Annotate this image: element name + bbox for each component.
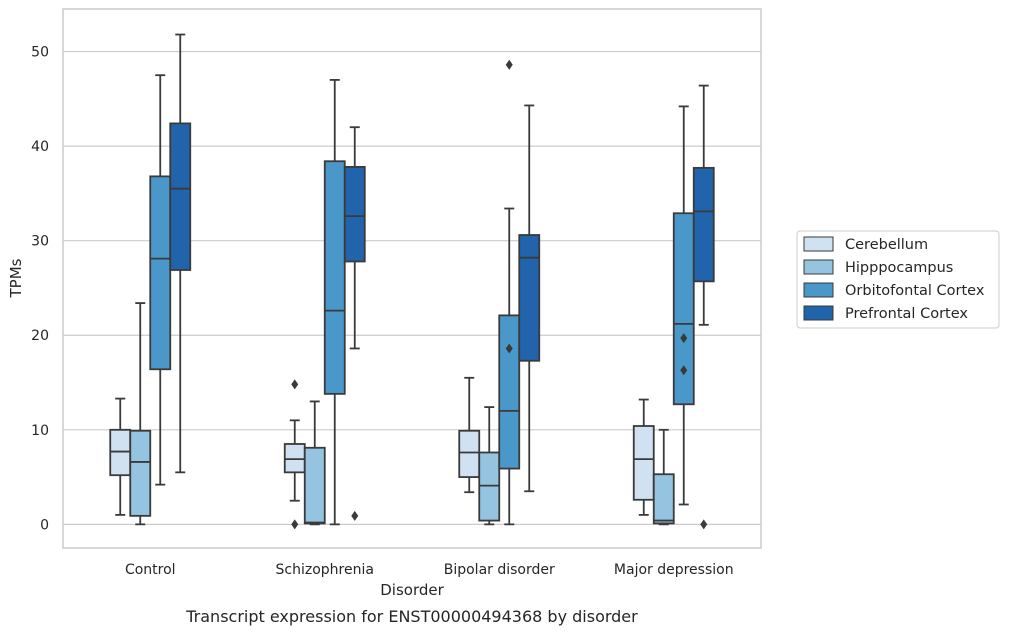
box-body <box>478 451 501 522</box>
x-tick-label: Bipolar disorder <box>444 562 555 578</box>
x-tick-label: Major depression <box>614 562 734 578</box>
chart-caption: Transcript expression for ENST0000049436… <box>185 607 638 626</box>
series-prefrontal-cortex <box>169 33 715 530</box>
outlier-point <box>700 519 708 530</box>
box-body <box>129 429 152 517</box>
legend-swatch <box>803 282 834 298</box>
y-tick-label: 0 <box>40 517 49 533</box>
box <box>632 398 655 516</box>
box-body <box>672 212 695 406</box>
y-axis-ticks: 0 10 20 30 40 50 <box>31 45 49 534</box>
plot-frame <box>62 8 762 549</box>
legend-label: Hipppocampus <box>845 260 953 276</box>
x-tick-label: Control <box>125 562 176 578</box>
y-tick-label: 10 <box>31 423 49 439</box>
outlier-point <box>505 343 513 354</box>
series-hipppocampus <box>129 302 675 526</box>
legend: Cerebellum Hipppocampus Orbitofontal Corte… <box>796 230 1000 329</box>
y-tick-label: 20 <box>31 328 49 344</box>
y-tick-label: 50 <box>31 45 49 61</box>
legend-label: Prefrontal Cortex <box>845 306 968 322</box>
box <box>343 126 366 521</box>
box <box>303 400 326 526</box>
box-body <box>518 234 541 362</box>
y-axis-label: TPMs <box>7 258 25 298</box>
box <box>149 74 172 486</box>
box <box>458 376 481 494</box>
outlier-point <box>351 510 359 521</box>
box <box>129 302 152 526</box>
box-body <box>323 160 346 395</box>
box <box>109 397 132 516</box>
box-body <box>652 473 675 525</box>
box-body <box>343 166 366 263</box>
x-tick-label: Schizophrenia <box>276 562 374 578</box>
outlier-point <box>291 519 299 530</box>
legend-swatch <box>803 305 834 321</box>
box <box>652 428 675 526</box>
outlier-point <box>291 379 299 390</box>
box <box>169 33 192 474</box>
box-body <box>692 166 715 283</box>
series-cerebellum <box>109 376 655 530</box>
legend-swatch <box>803 236 834 252</box>
box-series <box>109 33 715 530</box>
box <box>672 105 695 506</box>
box <box>518 104 541 493</box>
legend-frame <box>796 230 1000 329</box>
box-body <box>149 175 172 371</box>
box <box>498 59 521 526</box>
series-orbitofontal-cortex <box>149 59 695 526</box>
box-body <box>498 314 521 470</box>
box-body <box>632 425 655 501</box>
outlier-point <box>680 333 688 344</box>
legend-label: Cerebellum <box>845 237 928 253</box>
box-body <box>109 428 132 477</box>
box <box>478 406 501 526</box>
box-body <box>458 429 481 478</box>
box <box>692 84 715 530</box>
box-body <box>283 443 306 474</box>
outlier-point <box>680 365 688 376</box>
legend-swatch <box>803 259 834 275</box>
legend-label: Orbitofontal Cortex <box>845 283 985 299</box>
x-axis-ticks: Control Schizophrenia Bipolar disorder Majo… <box>125 562 734 578</box>
y-tick-label: 30 <box>31 234 49 250</box>
y-tick-label: 40 <box>31 139 49 155</box>
x-axis-label: Disorder <box>380 581 444 599</box>
box-body <box>169 122 192 271</box>
outlier-point <box>505 59 513 70</box>
box <box>323 79 346 526</box>
box-body <box>303 446 326 525</box>
